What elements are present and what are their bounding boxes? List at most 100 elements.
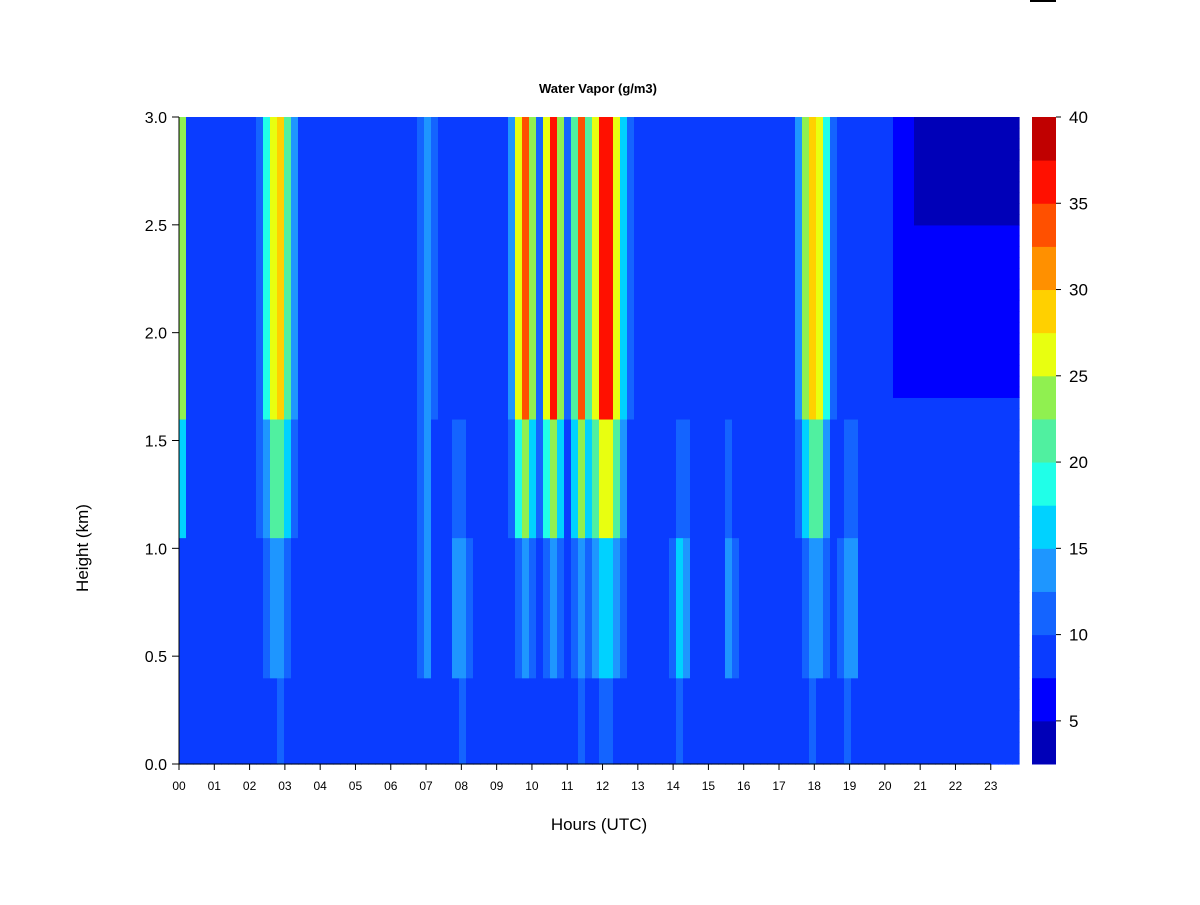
heatmap-cell xyxy=(641,677,649,690)
heatmap-cell xyxy=(389,192,397,204)
heatmap-cell xyxy=(389,386,397,398)
heatmap-cell xyxy=(193,138,201,150)
heatmap-cell xyxy=(557,440,565,452)
heatmap-cell xyxy=(641,311,649,323)
heatmap-cell xyxy=(564,397,572,409)
heatmap-cell xyxy=(305,580,313,593)
heatmap-cell xyxy=(655,559,663,571)
heatmap-cell xyxy=(228,300,236,312)
heatmap-cell xyxy=(305,397,313,409)
heatmap-cell xyxy=(557,224,565,237)
heatmap-cell xyxy=(676,645,684,657)
heatmap-cell xyxy=(592,224,600,237)
heatmap-cell xyxy=(431,203,439,215)
heatmap-cell xyxy=(536,645,544,657)
heatmap-cell xyxy=(368,429,376,442)
heatmap-cell xyxy=(319,483,327,496)
heatmap-cell xyxy=(186,602,194,614)
heatmap-cell xyxy=(725,699,733,711)
heatmap-cell xyxy=(326,192,334,204)
heatmap-cell xyxy=(319,257,327,269)
heatmap-cell xyxy=(340,731,348,744)
heatmap-cell xyxy=(641,656,649,668)
heatmap-cell xyxy=(753,731,761,744)
heatmap-cell xyxy=(333,321,341,334)
heatmap-cell xyxy=(333,289,341,301)
heatmap-cell xyxy=(333,494,341,506)
heatmap-cell xyxy=(249,235,257,247)
heatmap-cell xyxy=(361,537,369,549)
heatmap-cell xyxy=(669,289,677,301)
heatmap-cell xyxy=(417,311,425,323)
heatmap-cell xyxy=(494,321,502,334)
heatmap-cell xyxy=(193,278,201,291)
heatmap-cell xyxy=(312,613,320,625)
heatmap-cell xyxy=(466,408,474,420)
heatmap-cell xyxy=(725,235,733,247)
heatmap-cell xyxy=(522,181,530,194)
heatmap-cell xyxy=(340,354,348,366)
heatmap-cell xyxy=(669,397,677,409)
heatmap-cell xyxy=(179,138,187,150)
heatmap-cell xyxy=(214,505,222,517)
heatmap-cell xyxy=(256,397,264,409)
heatmap-cell xyxy=(459,235,467,247)
heatmap-cell xyxy=(599,526,607,539)
heatmap-cell xyxy=(200,429,208,442)
heatmap-cell xyxy=(235,569,243,582)
heatmap-cell xyxy=(676,429,684,442)
heatmap-cell xyxy=(340,332,348,345)
heatmap-cell xyxy=(536,203,544,215)
heatmap-cell xyxy=(508,569,516,582)
heatmap-cell xyxy=(732,267,740,280)
heatmap-cell xyxy=(592,688,600,700)
heatmap-cell xyxy=(382,753,390,765)
heatmap-cell xyxy=(277,214,285,226)
heatmap-cell xyxy=(207,645,215,657)
heatmap-cell xyxy=(662,559,670,571)
heatmap-cell xyxy=(270,613,278,625)
heatmap-cell xyxy=(641,224,649,237)
heatmap-cell xyxy=(186,720,194,733)
heatmap-cell xyxy=(529,375,537,388)
heatmap-cell xyxy=(305,192,313,204)
heatmap-cell xyxy=(228,731,236,744)
heatmap-cell xyxy=(326,224,334,237)
heatmap-cell xyxy=(592,386,600,398)
heatmap-cell xyxy=(592,731,600,744)
heatmap-cell xyxy=(543,580,551,593)
heatmap-cell xyxy=(326,149,334,161)
heatmap-cell xyxy=(179,526,187,539)
heatmap-cell xyxy=(312,515,320,528)
heatmap-cell xyxy=(725,386,733,398)
heatmap-cell xyxy=(221,634,229,646)
heatmap-cell xyxy=(424,375,432,388)
heatmap-cell xyxy=(711,117,719,129)
heatmap-cell xyxy=(613,311,621,323)
heatmap-cell xyxy=(522,580,530,593)
heatmap-cell xyxy=(221,742,229,754)
heatmap-cell xyxy=(704,548,712,560)
heatmap-cell xyxy=(291,505,299,517)
heatmap-cell xyxy=(235,246,243,258)
heatmap-cell xyxy=(431,408,439,420)
heatmap-cell xyxy=(592,656,600,668)
heatmap-cell xyxy=(179,677,187,690)
heatmap-cell xyxy=(354,214,362,226)
heatmap-cell xyxy=(403,483,411,496)
heatmap-cell xyxy=(564,483,572,496)
heatmap-cell xyxy=(186,591,194,603)
heatmap-cell xyxy=(389,160,397,172)
heatmap-cell xyxy=(200,386,208,398)
heatmap-cell xyxy=(599,267,607,280)
heatmap-cell xyxy=(585,138,593,150)
heatmap-cell xyxy=(319,645,327,657)
heatmap-cell xyxy=(221,645,229,657)
heatmap-cell xyxy=(417,429,425,442)
heatmap-cell xyxy=(522,451,530,463)
heatmap-cell xyxy=(431,462,439,474)
heatmap-cell xyxy=(760,656,768,668)
heatmap-cell xyxy=(431,569,439,582)
heatmap-cell xyxy=(249,623,257,636)
heatmap-cell xyxy=(382,429,390,442)
